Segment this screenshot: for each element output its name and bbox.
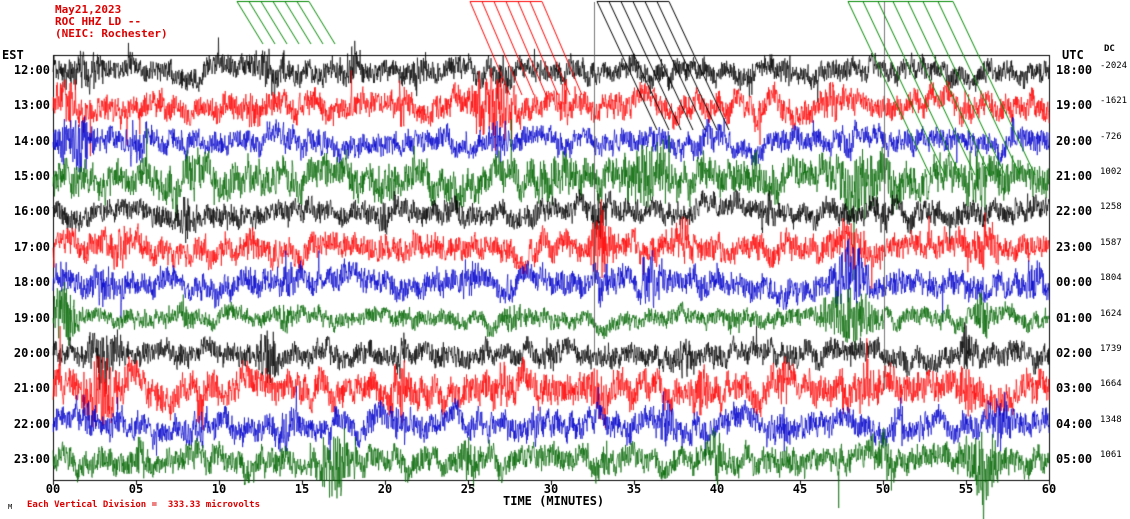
x-axis-title: TIME (MINUTES) [503,494,605,508]
x-tick-label: 40 [709,482,725,496]
scale-note: Each Vertical Division = 333.33 microvol… [27,500,260,510]
header-date: May21,2023 [55,3,122,16]
utc-hour-label: 04:00 [1056,416,1093,431]
left-timezone-label: EST [2,48,24,62]
est-hour-label: 19:00 [13,310,50,325]
utc-hour-label: 03:00 [1056,381,1093,396]
dc-value: 1002 [1100,167,1122,178]
est-hour-label: 16:00 [13,204,50,219]
dc-value: 1804 [1100,273,1122,284]
dc-value: 1624 [1100,308,1122,319]
x-tick-label: 20 [377,482,393,496]
corner-mark: M [8,503,13,511]
est-hour-label: 14:00 [13,133,50,148]
utc-hour-label: 05:00 [1056,451,1093,466]
dc-value: 1587 [1100,237,1122,248]
utc-hour-label: 18:00 [1056,63,1093,77]
utc-hour-label: 01:00 [1056,310,1093,325]
right-timezone-label: UTC [1062,48,1084,62]
est-hour-label: 18:00 [13,275,50,290]
est-hour-label: 22:00 [13,416,50,431]
x-tick-label: 55 [958,482,974,496]
x-tick-label: 10 [211,482,227,496]
est-hour-label: 21:00 [13,381,50,396]
x-tick-label: 05 [128,482,144,496]
header-station: ROC HHZ LD -- [55,15,142,28]
dc-value: -726 [1100,131,1122,142]
x-tick-label: 00 [45,482,61,496]
dc-value: 1061 [1100,449,1122,460]
x-tick-label: 25 [460,482,476,496]
dc-value: 1258 [1100,202,1122,213]
header-location: (NEIC: Rochester) [55,27,168,40]
utc-hour-label: 19:00 [1056,98,1093,113]
x-tick-label: 15 [294,482,310,496]
x-tick-label: 35 [626,482,642,496]
est-hour-label: 17:00 [13,239,50,254]
dc-value: 1664 [1100,379,1122,390]
est-hour-label: 20:00 [13,345,50,360]
x-tick-label: 30 [543,482,559,496]
utc-hour-label: 02:00 [1056,345,1093,360]
dc-column-header: DC [1104,44,1115,54]
dc-value: -2024 [1100,61,1128,71]
x-tick-label: 50 [875,482,891,496]
dc-value: -1621 [1100,96,1128,107]
dc-value: 1739 [1100,343,1122,354]
est-hour-label: 13:00 [13,98,50,113]
utc-hour-label: 22:00 [1056,204,1093,219]
est-hour-label: 12:00 [13,63,50,77]
utc-hour-label: 00:00 [1056,275,1093,290]
utc-hour-label: 20:00 [1056,133,1093,148]
x-tick-label: 60 [1041,482,1057,496]
utc-hour-label: 23:00 [1056,239,1093,254]
est-hour-label: 15:00 [13,169,50,184]
est-hour-label: 23:00 [13,451,50,466]
utc-hour-label: 21:00 [1056,169,1093,184]
x-tick-label: 45 [792,482,808,496]
dc-value: 1348 [1100,414,1122,425]
